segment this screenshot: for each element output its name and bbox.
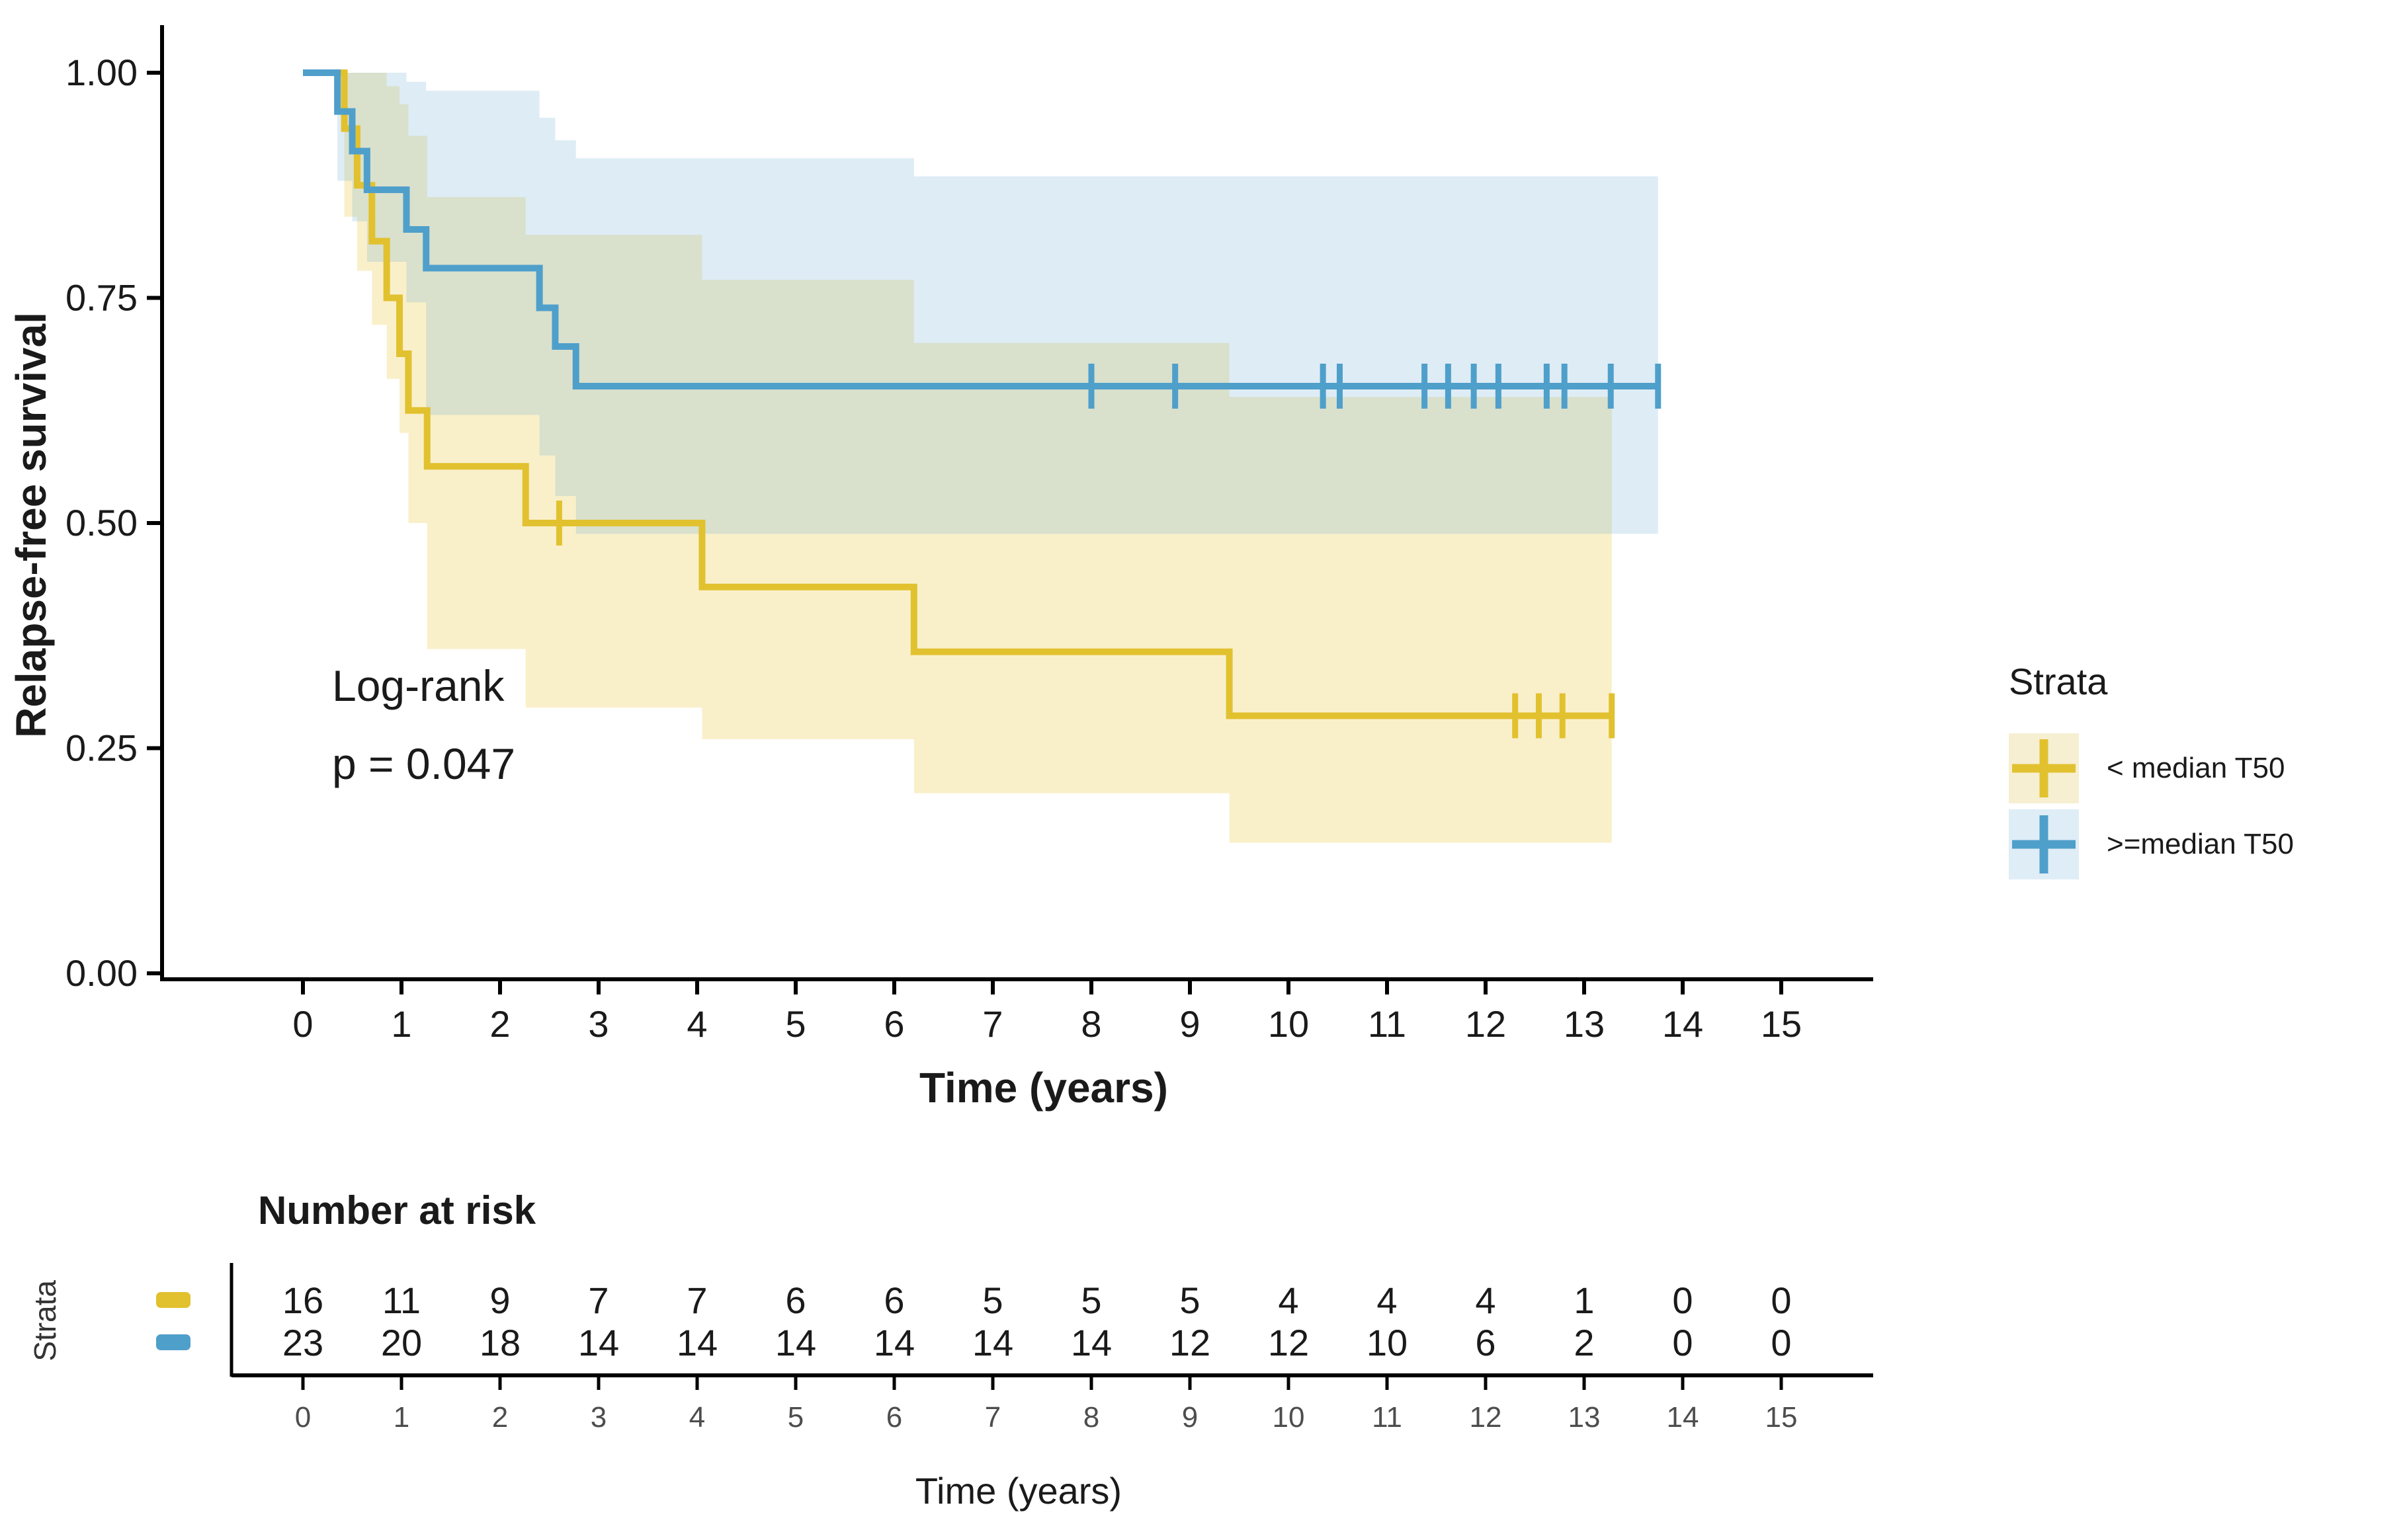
risk-count: 1	[1574, 1279, 1594, 1321]
risk-count: 7	[588, 1279, 609, 1321]
risk-x-tick-label: 2	[492, 1401, 508, 1434]
x-axis-title: Time (years)	[919, 1064, 1168, 1112]
survival-curve-blue	[303, 69, 1658, 389]
risk-count: 23	[282, 1322, 323, 1363]
plus-icon	[2039, 739, 2048, 797]
legend-item-above-median: >=median T50	[2009, 809, 2294, 879]
risk-x-tick-label: 4	[689, 1401, 705, 1434]
risk-x-tick-label: 3	[591, 1401, 607, 1434]
risk-table-title: Number at risk	[258, 1188, 536, 1233]
survival-curve-yellow	[303, 69, 1612, 719]
risk-count: 0	[1771, 1322, 1791, 1363]
risk-count: 6	[785, 1279, 806, 1321]
legend-label: >=median T50	[2107, 828, 2294, 860]
x-tick-label: 12	[1465, 1003, 1506, 1045]
risk-count: 7	[687, 1279, 707, 1321]
x-tick-label: 2	[489, 1003, 510, 1045]
legend: Strata < median T50 >=median T50	[2009, 660, 2294, 885]
risk-x-tick-label: 13	[1568, 1401, 1601, 1434]
risk-count: 5	[1081, 1279, 1101, 1321]
risk-count: 20	[381, 1322, 422, 1363]
risk-x-tick-label: 7	[985, 1401, 1001, 1434]
risk-x-tick-label: 9	[1182, 1401, 1198, 1434]
risk-count: 2	[1574, 1322, 1594, 1363]
risk-x-tick-label: 10	[1273, 1401, 1305, 1434]
risk-x-tick-label: 15	[1765, 1401, 1798, 1434]
x-tick-label: 9	[1179, 1003, 1200, 1045]
risk-count: 14	[578, 1322, 619, 1363]
risk-strata-wrap: Strata	[24, 1262, 66, 1379]
x-tick-label: 5	[785, 1003, 806, 1045]
risk-count: 0	[1771, 1279, 1791, 1321]
y-axis-title: Relapse-free survival	[7, 312, 55, 738]
risk-count: 6	[1475, 1322, 1495, 1363]
x-tick-label: 14	[1662, 1003, 1703, 1045]
ci-band-blue	[337, 73, 1658, 534]
risk-x-tick-label: 11	[1372, 1401, 1402, 1434]
risk-count: 14	[972, 1322, 1013, 1363]
ci-band-yellow	[344, 73, 1612, 843]
risk-x-axis-title: Time (years)	[915, 1470, 1122, 1512]
y-tick-label: 0.00	[65, 952, 138, 994]
risk-count: 4	[1475, 1279, 1495, 1321]
risk-x-tick-label: 5	[788, 1401, 804, 1434]
x-tick-label: 7	[982, 1003, 1003, 1045]
logrank-label: Log-rank	[332, 661, 505, 710]
risk-count: 0	[1672, 1322, 1693, 1363]
risk-count: 16	[282, 1279, 323, 1321]
risk-count: 4	[1376, 1279, 1397, 1321]
risk-count: 0	[1672, 1279, 1693, 1321]
legend-label: < median T50	[2107, 752, 2285, 784]
legend-title: Strata	[2009, 661, 2108, 702]
x-tick-label: 8	[1081, 1003, 1101, 1045]
x-tick-label: 13	[1564, 1003, 1605, 1045]
risk-row-swatch-blue	[156, 1334, 190, 1350]
legend-swatch-blue	[2009, 809, 2079, 879]
risk-x-tick-label: 6	[886, 1401, 902, 1434]
logrank-annotation: Log-rank p = 0.047	[332, 647, 515, 803]
risk-count: 5	[982, 1279, 1003, 1321]
risk-count: 18	[480, 1322, 521, 1363]
risk-count: 4	[1278, 1279, 1298, 1321]
y-tick-label: 0.50	[65, 502, 138, 544]
x-tick-label: 10	[1268, 1003, 1309, 1045]
x-tick-label: 11	[1368, 1003, 1406, 1045]
risk-count: 12	[1268, 1322, 1309, 1363]
x-tick-label: 6	[884, 1003, 904, 1045]
risk-count: 5	[1179, 1279, 1200, 1321]
legend-item-below-median: < median T50	[2009, 733, 2294, 803]
risk-count: 10	[1367, 1322, 1408, 1363]
x-tick-label: 3	[588, 1003, 609, 1045]
risk-x-tick-label: 0	[295, 1401, 311, 1434]
risk-count: 14	[775, 1322, 816, 1363]
risk-strata-label: Strata	[28, 1279, 62, 1361]
y-tick-label: 0.25	[65, 727, 138, 769]
y-tick-label: 0.75	[65, 277, 138, 319]
risk-count: 9	[489, 1279, 510, 1321]
risk-row-swatch-yellow	[156, 1292, 190, 1308]
risk-count: 14	[677, 1322, 718, 1363]
y-axis-title-wrap: Relapse-free survival	[5, 73, 57, 977]
x-tick-label: 4	[687, 1003, 707, 1045]
risk-x-tick-label: 1	[394, 1401, 409, 1434]
risk-x-tick-label: 14	[1667, 1401, 1699, 1434]
risk-x-tick-label: 12	[1470, 1401, 1502, 1434]
risk-count: 12	[1169, 1322, 1210, 1363]
risk-count: 14	[874, 1322, 915, 1363]
y-tick-label: 1.00	[65, 52, 138, 93]
risk-count: 11	[382, 1279, 421, 1321]
risk-count: 14	[1071, 1322, 1112, 1363]
pvalue-label: p = 0.047	[332, 739, 516, 788]
plus-icon	[2039, 815, 2048, 873]
x-tick-label: 0	[292, 1003, 313, 1045]
risk-count: 6	[884, 1279, 904, 1321]
x-tick-label: 1	[391, 1003, 411, 1045]
x-tick-label: 15	[1761, 1003, 1802, 1045]
risk-x-tick-label: 8	[1083, 1401, 1099, 1434]
legend-swatch-yellow	[2009, 733, 2079, 803]
